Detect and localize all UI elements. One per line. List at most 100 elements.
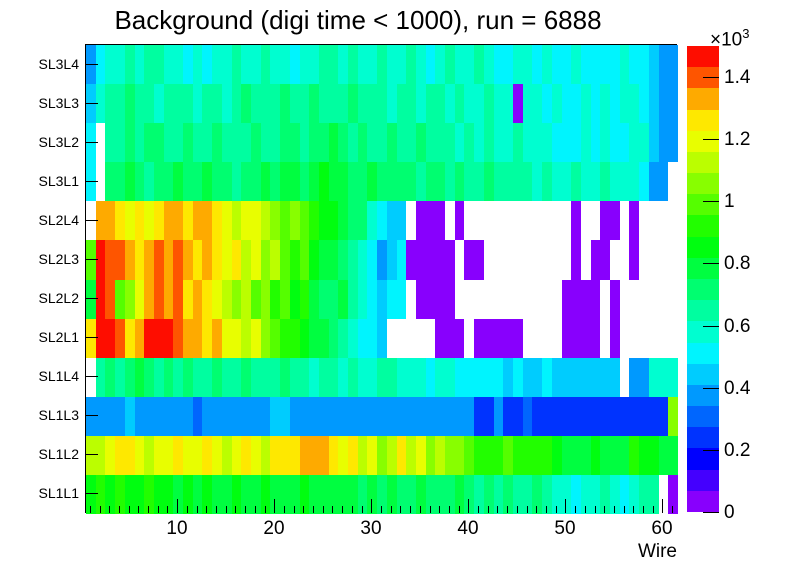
heatmap-cell xyxy=(212,280,222,319)
heatmap-cell xyxy=(581,475,591,514)
heatmap-cell xyxy=(591,358,600,397)
heatmap-cell xyxy=(629,123,639,162)
heatmap-cell xyxy=(358,319,367,358)
heatmap-cell xyxy=(367,280,377,319)
heatmap-cell xyxy=(484,436,494,475)
heatmap-cell xyxy=(435,201,445,240)
heatmap-cell xyxy=(474,162,484,201)
x-minor-tick xyxy=(517,506,518,513)
y-tick xyxy=(85,181,98,182)
colorbar-tick xyxy=(703,201,719,202)
x-minor-tick xyxy=(265,506,266,513)
heatmap-cell xyxy=(115,123,125,162)
heatmap-cell xyxy=(164,162,173,201)
heatmap-cell xyxy=(571,475,581,514)
heatmap-cell xyxy=(455,436,464,475)
heatmap-cell xyxy=(202,123,212,162)
heatmap-cell xyxy=(639,201,649,240)
colorbar-band xyxy=(687,88,719,110)
heatmap-cell xyxy=(397,436,406,475)
heatmap-cell xyxy=(629,397,639,436)
heatmap-cell xyxy=(164,45,173,84)
heatmap-cell xyxy=(329,475,338,514)
heatmap-cell xyxy=(591,319,600,358)
heatmap-cell xyxy=(202,475,212,514)
heatmap-cell xyxy=(96,280,105,319)
heatmap-cell xyxy=(261,84,270,123)
heatmap-cell xyxy=(290,240,300,280)
heatmap-cell xyxy=(115,475,125,514)
heatmap-cell xyxy=(464,201,474,240)
heatmap-cell xyxy=(300,45,309,84)
heatmap-cell xyxy=(86,319,96,358)
heatmap-cell xyxy=(202,397,212,436)
heatmap-cell xyxy=(387,475,397,514)
heatmap-cell xyxy=(503,84,513,123)
heatmap-cell xyxy=(135,280,144,319)
x-tick-label: 20 xyxy=(263,518,285,539)
heatmap-cell xyxy=(212,162,222,201)
heatmap-cell xyxy=(610,201,620,240)
heatmap-cell xyxy=(397,475,406,514)
heatmap-cell xyxy=(639,162,649,201)
heatmap-cell xyxy=(270,84,280,123)
heatmap-cell xyxy=(290,319,300,358)
heatmap-cell xyxy=(464,397,474,436)
heatmap-cell xyxy=(649,358,659,397)
heatmap-cell xyxy=(484,84,494,123)
colorbar-tick-label: 0 xyxy=(724,502,735,523)
x-minor-tick xyxy=(90,506,91,513)
heatmap-cell xyxy=(144,280,154,319)
heatmap-cell xyxy=(319,201,329,240)
heatmap-cell xyxy=(455,162,464,201)
heatmap-cell xyxy=(202,280,212,319)
heatmap-cell xyxy=(513,240,523,280)
heatmap-cell xyxy=(503,397,513,436)
heatmap-cell xyxy=(610,436,620,475)
colorbar-tick xyxy=(703,77,719,78)
heatmap-cell xyxy=(474,475,484,514)
heatmap-cell xyxy=(105,123,115,162)
heatmap-cell xyxy=(426,436,435,475)
heatmap-cell xyxy=(222,84,232,123)
heatmap-cell xyxy=(581,45,591,84)
heatmap-cell xyxy=(86,280,96,319)
heatmap-cell xyxy=(261,436,270,475)
x-tick-label: 40 xyxy=(457,518,479,539)
heatmap-cell xyxy=(319,475,329,514)
heatmap-cell xyxy=(115,280,125,319)
x-minor-tick xyxy=(119,506,120,513)
colorbar-tick-label: 1 xyxy=(724,191,735,212)
heatmap-cell xyxy=(513,45,523,84)
x-minor-tick xyxy=(216,506,217,513)
heatmap-cell xyxy=(154,45,164,84)
heatmap-cell xyxy=(338,84,348,123)
x-axis-title: Wire xyxy=(637,541,677,562)
heatmap-cell xyxy=(358,84,367,123)
heatmap-cell xyxy=(600,436,610,475)
heatmap-cell xyxy=(261,475,270,514)
heatmap-cell xyxy=(125,319,135,358)
heatmap-cell xyxy=(329,201,338,240)
heatmap-cell xyxy=(222,123,232,162)
heatmap-cell xyxy=(542,475,552,514)
heatmap-cell xyxy=(416,162,426,201)
heatmap-cell xyxy=(474,201,484,240)
heatmap-cell xyxy=(261,123,270,162)
heatmap-cell xyxy=(367,201,377,240)
heatmap-cell xyxy=(154,436,164,475)
heatmap-cell xyxy=(591,123,600,162)
heatmap-cell xyxy=(241,201,251,240)
heatmap-cell xyxy=(513,319,523,358)
heatmap-cell xyxy=(125,162,135,201)
heatmap-cell xyxy=(397,123,406,162)
heatmap-cell xyxy=(649,436,659,475)
heatmap-cell xyxy=(86,240,96,280)
heatmap-cell xyxy=(222,280,232,319)
x-minor-tick xyxy=(459,506,460,513)
heatmap-cell xyxy=(270,201,280,240)
heatmap-cell xyxy=(474,319,484,358)
heatmap-cell xyxy=(300,280,309,319)
heatmap-cell xyxy=(503,475,513,514)
